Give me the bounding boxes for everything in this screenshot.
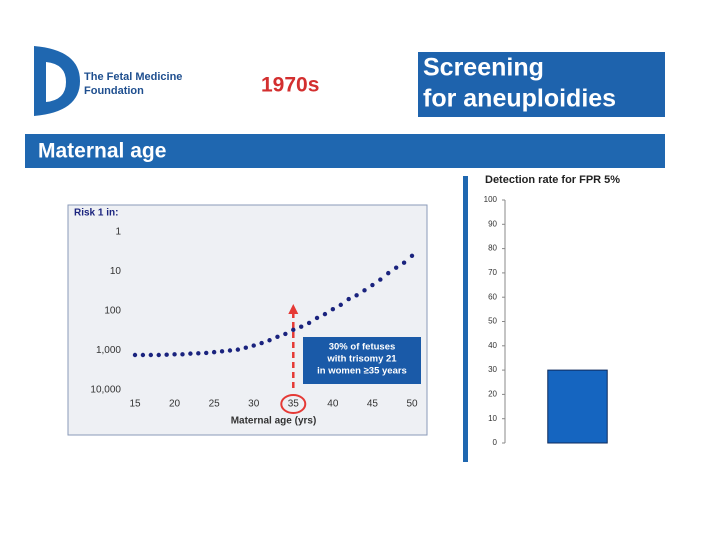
data-point <box>180 352 185 357</box>
data-point <box>314 315 320 321</box>
y-tick-label: 10,000 <box>90 385 121 396</box>
annotation: with trisomy 21 <box>326 354 397 365</box>
data-point <box>156 352 161 358</box>
x-tick-label: 50 <box>406 399 418 410</box>
x-tick-label: 25 <box>209 399 221 410</box>
title-box <box>418 52 665 117</box>
data-point <box>338 302 343 308</box>
y-tick-label: 1,000 <box>96 345 121 356</box>
data-point <box>148 352 154 358</box>
data-point <box>267 338 272 343</box>
logo-text: Foundation <box>84 85 144 97</box>
data-point <box>251 343 256 348</box>
slide-title: for aneuploidies <box>423 85 616 113</box>
data-point <box>409 253 415 258</box>
annotation-box <box>303 337 421 384</box>
y-tick-label: 100 <box>104 306 121 317</box>
x-tick-label: 30 <box>248 399 260 410</box>
data-point <box>188 351 193 356</box>
chart-panel <box>67 204 428 436</box>
data-point <box>386 270 391 276</box>
data-point <box>219 349 225 354</box>
divider <box>463 176 468 462</box>
annotation: in women ≥35 years <box>317 366 407 377</box>
data-point <box>211 349 217 355</box>
logo-text: The Fetal Medicine <box>84 71 182 83</box>
y-tick-label: 20 <box>488 390 497 399</box>
x-tick-label: 20 <box>169 399 181 410</box>
chart-title: Detection rate for FPR 5% <box>485 174 620 186</box>
data-point <box>378 277 383 282</box>
data-point <box>259 340 264 346</box>
logo-mark <box>34 46 80 116</box>
data-point <box>204 350 209 356</box>
data-point <box>243 345 248 350</box>
annotation: 30% of fetuses <box>329 342 396 353</box>
data-point <box>132 352 138 358</box>
data-point <box>227 348 233 353</box>
data-point <box>275 334 280 340</box>
slide-title: Screening <box>423 54 544 82</box>
data-point <box>306 320 312 326</box>
y-tick-label: 50 <box>488 317 497 326</box>
x-tick-label: 15 <box>129 399 141 410</box>
y-tick-label: 10 <box>110 266 122 277</box>
x-axis-label: Maternal age (yrs) <box>231 416 317 427</box>
threshold-arrow <box>288 304 299 314</box>
data-point <box>330 306 336 312</box>
section-banner <box>25 134 665 168</box>
y-tick-label: 10 <box>488 414 497 423</box>
y-tick-label: 30 <box>488 365 497 374</box>
y-tick-label: 1 <box>115 227 121 238</box>
data-point <box>291 327 296 333</box>
y-tick-label: 60 <box>488 292 497 301</box>
data-point <box>370 282 375 288</box>
data-point <box>140 352 146 358</box>
y-tick-label: 100 <box>484 195 498 204</box>
data-point <box>322 311 328 317</box>
section-title: Maternal age <box>38 140 166 163</box>
y-tick-label: 90 <box>488 219 497 228</box>
y-tick-label: 70 <box>488 268 497 277</box>
x-tick-label: 35 <box>288 399 300 410</box>
y-tick-label: 0 <box>493 438 498 447</box>
y-axis-label: Risk 1 in: <box>74 208 118 219</box>
data-point <box>362 288 367 293</box>
y-tick-label: 40 <box>488 341 497 350</box>
data-point <box>196 351 201 356</box>
data-point <box>164 352 169 357</box>
data-point <box>283 331 288 337</box>
data-point <box>346 296 351 302</box>
data-point <box>354 293 359 298</box>
data-point <box>401 260 407 265</box>
x-tick-label: 40 <box>327 399 339 410</box>
data-point <box>172 352 177 357</box>
data-point <box>299 324 304 329</box>
x-tick-label: 45 <box>367 399 379 410</box>
threshold-circle <box>280 394 307 414</box>
era-label: 1970s <box>261 74 319 97</box>
data-point <box>393 265 399 270</box>
y-tick-label: 80 <box>488 244 497 253</box>
bar <box>547 369 608 444</box>
data-point <box>235 347 241 352</box>
